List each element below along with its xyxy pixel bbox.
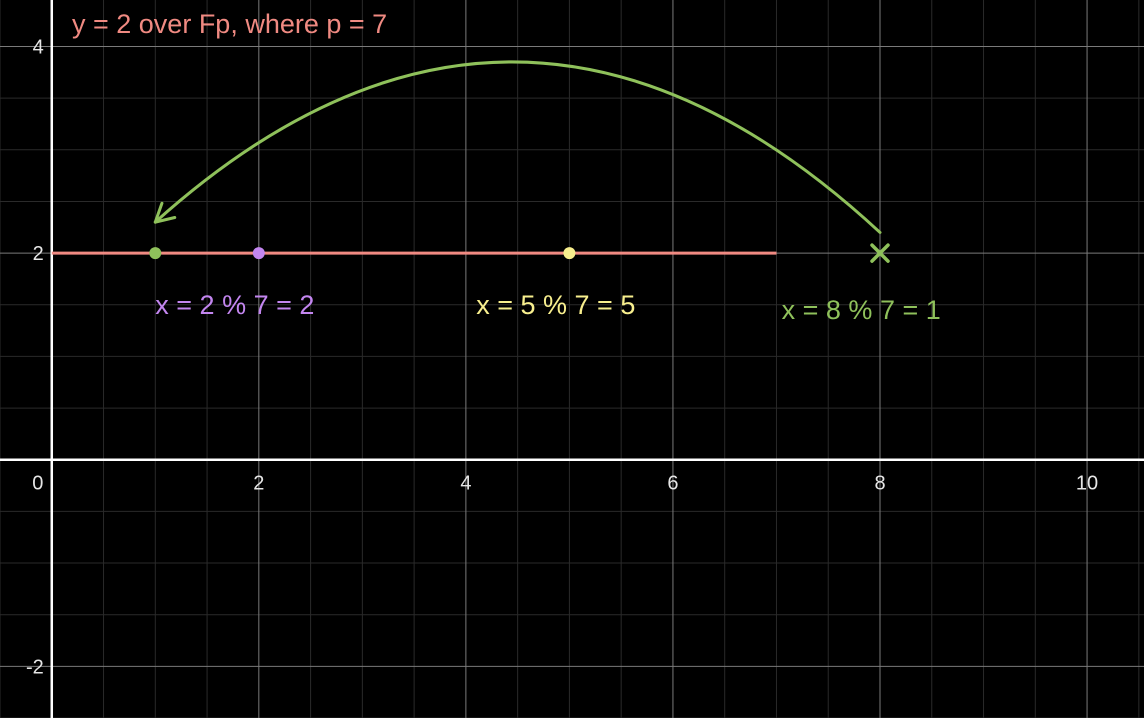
y-tick-label: 4 — [33, 36, 44, 58]
chart-title: y = 2 over Fp, where p = 7 — [72, 9, 387, 39]
annotations: x = 2 % 7 = 2 x = 5 % 7 = 5 x = 8 % 7 = 1 — [153, 60, 941, 325]
y-tick-label: -2 — [26, 656, 44, 678]
annotation-label: x = 2 % 7 = 2 — [155, 290, 314, 320]
point-dot — [149, 247, 162, 260]
arrow-head-icon — [153, 201, 177, 224]
x-marker — [870, 243, 890, 263]
curved-arrow — [153, 60, 882, 234]
x-tick-label: 2 — [253, 473, 264, 495]
tick-labels: 0 2 4 6 8 10 -2 2 4 — [26, 36, 1098, 678]
annotation-label: x = 8 % 7 = 1 — [782, 295, 941, 325]
y-tick-label: 2 — [33, 243, 44, 265]
series-layer — [51, 243, 890, 263]
x-tick-label: 8 — [874, 473, 885, 495]
annotation-label: x = 5 % 7 = 5 — [476, 290, 635, 320]
x-tick-label: 0 — [32, 473, 43, 495]
point-dot — [252, 247, 265, 260]
point-dot — [563, 247, 576, 260]
x-tick-label: 4 — [460, 473, 471, 495]
x-tick-label: 6 — [667, 473, 678, 495]
x-tick-label: 10 — [1076, 473, 1098, 495]
